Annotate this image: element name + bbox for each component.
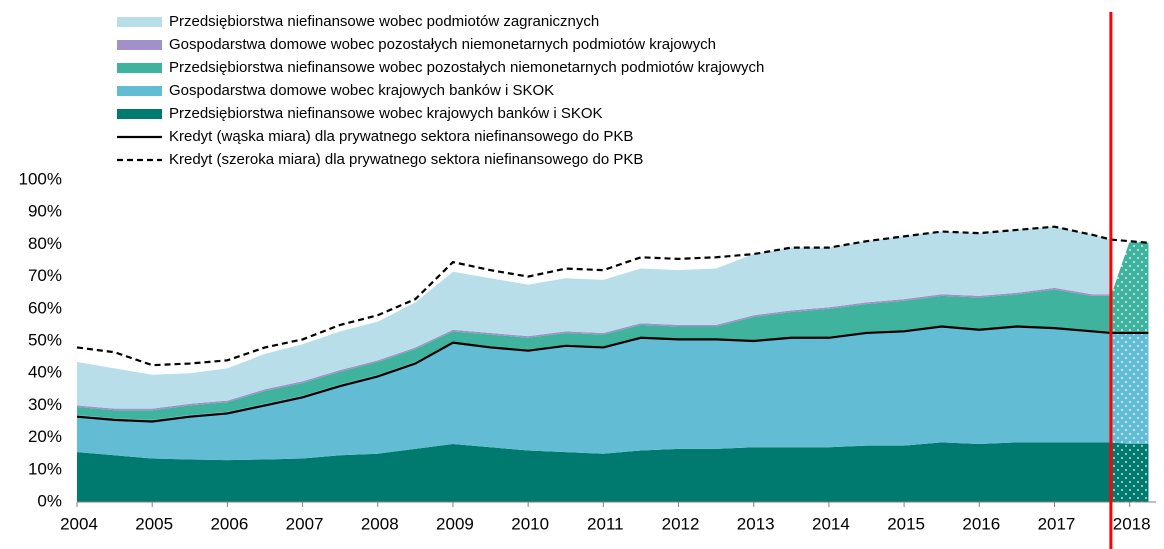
x-tick-label: 2016 xyxy=(962,514,1000,533)
y-tick-label: 90% xyxy=(28,202,62,221)
legend-label: Kredyt (szeroka miara) dla prywatnego se… xyxy=(169,151,643,168)
x-tick-label: 2017 xyxy=(1038,514,1076,533)
legend-label: Przedsiębiorstwa niefinansowe wobec kraj… xyxy=(169,105,603,122)
area xyxy=(77,442,1149,502)
x-tick-label: 2005 xyxy=(135,514,173,533)
line xyxy=(76,325,1149,423)
legend-swatch xyxy=(117,40,162,50)
y-tick-label: 50% xyxy=(28,330,62,349)
x-tick-label: 2013 xyxy=(737,514,775,533)
y-tick-label: 80% xyxy=(28,234,62,253)
legend-swatch xyxy=(117,17,162,27)
x-tick-label: 2018 xyxy=(1113,514,1151,533)
x-tick-label: 2011 xyxy=(587,514,624,533)
y-tick-label: 30% xyxy=(28,395,62,414)
y-tick-label: 60% xyxy=(28,298,62,317)
y-tick-label: 20% xyxy=(28,427,62,446)
y-tick-label: 70% xyxy=(28,266,62,285)
x-tick-label: 2014 xyxy=(812,514,850,533)
y-tick-label: 10% xyxy=(28,459,62,478)
legend-swatch xyxy=(117,86,162,96)
legend-label: Przedsiębiorstwa niefinansowe wobec podm… xyxy=(169,13,599,30)
area xyxy=(77,241,1149,420)
x-tick-label: 2009 xyxy=(436,514,474,533)
x-tick-label: 2010 xyxy=(511,514,549,533)
area xyxy=(77,226,1111,409)
y-tick-label: 40% xyxy=(28,363,62,382)
x-tick-label: 2008 xyxy=(361,514,399,533)
x-tick-label: 2004 xyxy=(60,514,98,533)
legend-label: Gospodarstwa domowe wobec krajowych bank… xyxy=(169,82,554,99)
forecast-pattern xyxy=(1110,180,1156,502)
y-tick-label: 100% xyxy=(19,169,62,188)
area xyxy=(77,326,1149,461)
legend-label: Kredyt (wąska miara) dla prywatnego sekt… xyxy=(169,128,633,145)
x-tick-label: 2007 xyxy=(286,514,324,533)
y-tick-label: 0% xyxy=(37,491,62,510)
line xyxy=(76,225,1149,367)
x-tick-label: 2015 xyxy=(887,514,925,533)
x-tick-label: 2012 xyxy=(662,514,700,533)
legend-label: Gospodarstwa domowe wobec pozostałych ni… xyxy=(169,36,716,53)
legend-swatch xyxy=(117,63,162,73)
legend-swatch xyxy=(117,109,162,119)
legend-label: Przedsiębiorstwa niefinansowe wobec pozo… xyxy=(169,59,764,76)
x-tick-label: 2006 xyxy=(210,514,248,533)
